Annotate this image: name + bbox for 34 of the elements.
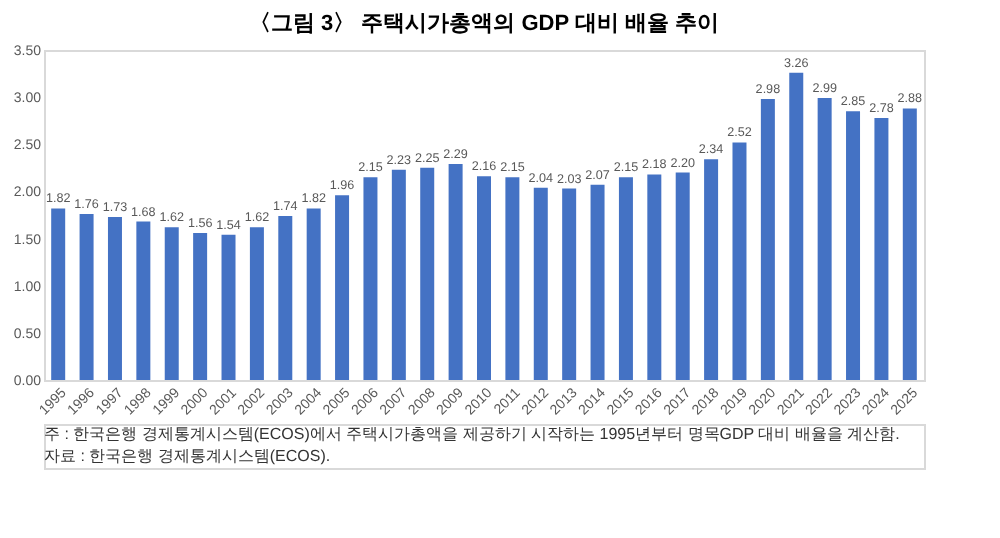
- text: 자료 : 한국은행 경제통계시스템(ECOS).: [44, 447, 331, 465]
- bar: [618, 177, 633, 380]
- bar: [363, 177, 378, 380]
- bar: [846, 111, 861, 380]
- bar: [164, 227, 179, 380]
- bar: [420, 167, 435, 380]
- bar: [193, 232, 208, 380]
- text: 주 : 한국은행 경제통계시스템(ECOS)에서 주택시가총액을 제공하기 시작하는 1995년부터 명목GDP 대비 배율을 계산함.: [44, 425, 900, 443]
- bar: [107, 216, 122, 380]
- bar: [732, 142, 747, 380]
- bar: [477, 176, 491, 380]
- bar: [306, 208, 321, 380]
- bar: [902, 108, 917, 380]
- bar: [136, 221, 151, 380]
- bar: [817, 98, 832, 380]
- bar: [221, 234, 236, 380]
- bar: [391, 169, 406, 380]
- bar: [448, 164, 463, 380]
- bar: [647, 174, 662, 380]
- bar: [278, 215, 293, 380]
- bar: [675, 172, 690, 380]
- bar: [51, 208, 66, 380]
- bar: [533, 187, 548, 380]
- bar: [562, 188, 577, 380]
- bar: [789, 72, 804, 380]
- bar: [704, 159, 719, 380]
- bar: [590, 184, 605, 380]
- chart-title: 〈그림 3〉 주택시가총액의 GDP 대비 배율 추이: [248, 10, 720, 36]
- bar: [874, 117, 889, 380]
- bar: [760, 99, 775, 380]
- bar: [335, 195, 350, 380]
- bar: [505, 177, 520, 380]
- bar: [79, 214, 94, 380]
- bar: [249, 227, 264, 380]
